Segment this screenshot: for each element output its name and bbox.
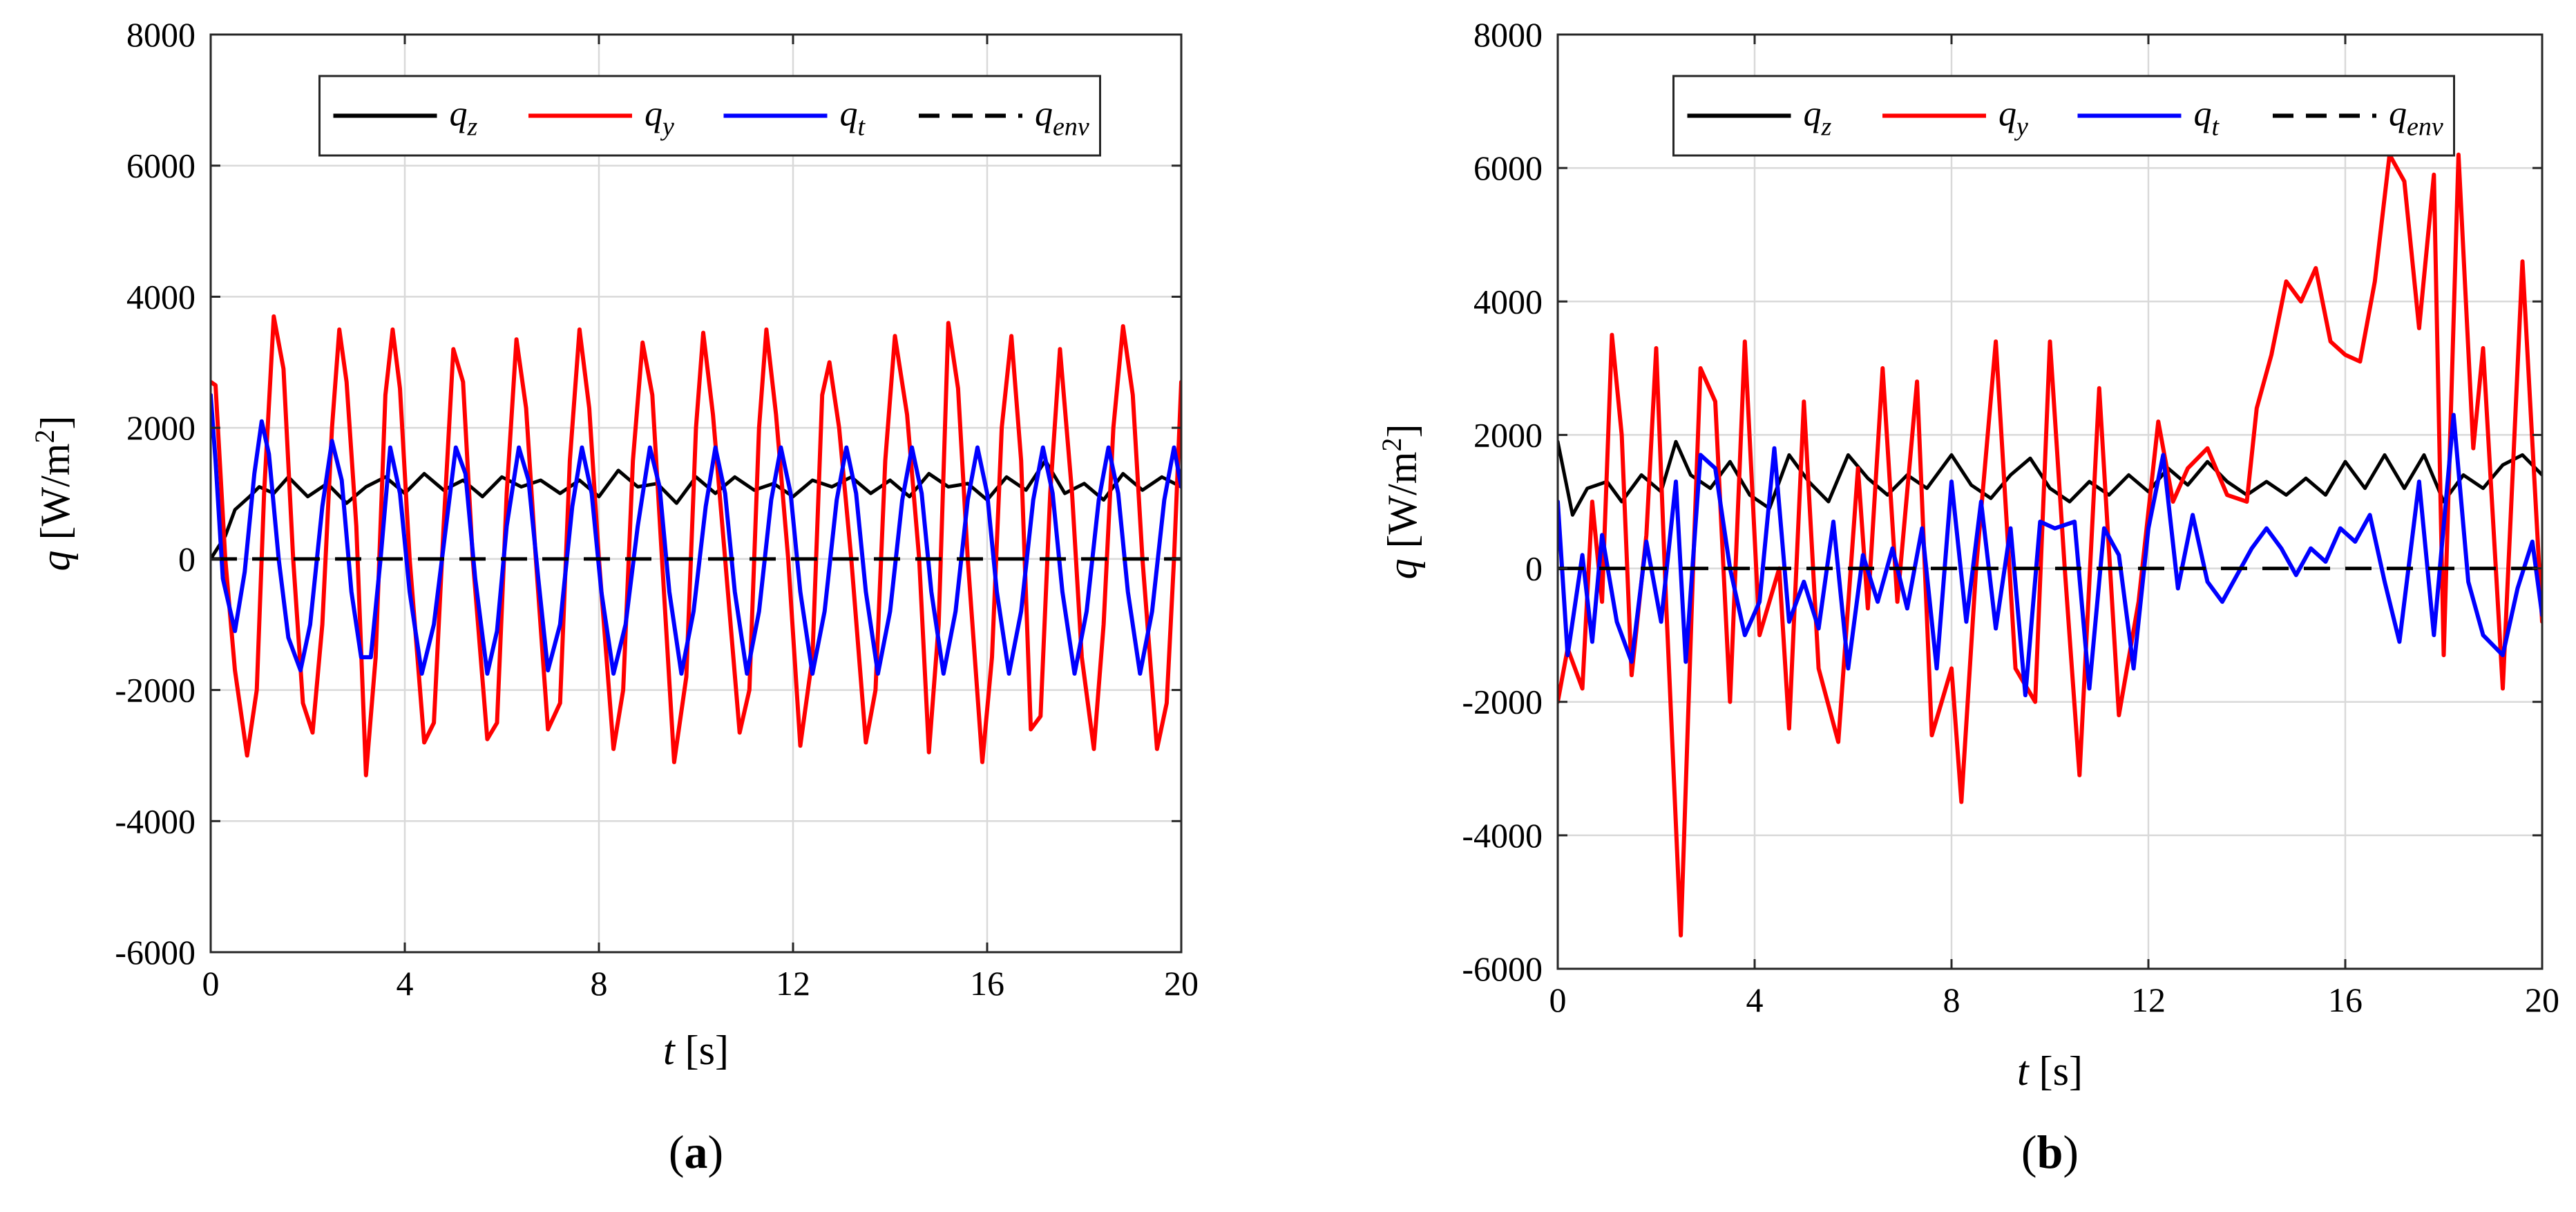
y-tick-label: -4000 <box>115 802 195 840</box>
y-tick-label: 4000 <box>1473 282 1543 321</box>
legend-label-base: q <box>1998 95 2016 134</box>
y-axis-symbol: q <box>32 550 78 571</box>
y-tick-label: -6000 <box>115 933 195 972</box>
series-line-qt <box>1558 413 2542 698</box>
y-tick-label: 8000 <box>1473 15 1543 54</box>
legend-label-t: qt <box>2194 95 2220 142</box>
legend-label-base: q <box>1804 95 1822 134</box>
plot-area <box>211 35 1181 952</box>
x-tick-label: 4 <box>397 964 414 1003</box>
legend-label-base: q <box>2194 95 2212 134</box>
legend-label-sub: z <box>467 113 478 142</box>
y-tick-label: 0 <box>1525 549 1543 588</box>
y-tick-label: 6000 <box>1473 149 1543 187</box>
series-line-qz <box>211 459 1181 561</box>
y-axis-label: q [W/m2] <box>1376 424 1425 580</box>
panel-label-letter: a <box>685 1126 708 1178</box>
x-axis-symbol: t <box>2017 1048 2030 1094</box>
y-axis-unit: [W/m <box>32 444 78 551</box>
legend-label-sub: t <box>2212 113 2220 142</box>
x-tick-label: 4 <box>1746 981 1764 1019</box>
legend-label-base: q <box>645 95 662 134</box>
legend-label-base: q <box>2389 95 2407 134</box>
series-line-qy <box>211 314 1181 777</box>
series-line-qt <box>211 392 1181 676</box>
plot-area <box>1558 35 2542 969</box>
x-axis-symbol: t <box>663 1028 676 1073</box>
y-tick-label: -2000 <box>1462 683 1543 721</box>
legend-label-base: q <box>840 95 858 134</box>
x-tick-label: 8 <box>1943 981 1960 1019</box>
legend: qz qy qt qenv <box>318 75 1101 157</box>
legend: qz qy qt qenv <box>1672 75 2455 157</box>
panel-label: (b) <box>2021 1126 2079 1178</box>
panel-label-letter: b <box>2037 1126 2063 1178</box>
y-tick-label: -6000 <box>1462 949 1543 988</box>
y-tick-label: 2000 <box>1473 415 1543 454</box>
legend-label-y: qy <box>645 95 674 142</box>
legend-label-sub: z <box>1821 113 1832 142</box>
x-axis-unit: [s] <box>2029 1048 2083 1094</box>
series-group <box>211 314 1181 777</box>
y-tick-label: -4000 <box>1462 816 1543 855</box>
series-line-qy <box>1558 152 2542 938</box>
chart-panel-b: 0 4 8 12 16 20 -6000 -4000 -2000 0 2000 4000 6000 800… <box>1376 15 2559 1178</box>
y-axis-unit-exponent: 2 <box>29 430 60 444</box>
legend-label-sub: env <box>1053 113 1089 142</box>
x-tick-label: 20 <box>1164 964 1199 1003</box>
legend-label-env: qenv <box>2389 95 2443 142</box>
legend-label-z: qz <box>450 95 478 142</box>
legend-label-sub: y <box>660 113 674 142</box>
y-axis-unit: [W/m <box>1380 452 1425 559</box>
x-tick-label: 8 <box>591 964 608 1003</box>
series-group <box>1558 152 2542 938</box>
legend-label-env: qenv <box>1035 95 1089 142</box>
y-tick-label: 6000 <box>126 146 195 185</box>
axes-box <box>209 33 1183 954</box>
legend-label-sub: env <box>2407 113 2443 142</box>
x-tick-label: 16 <box>2328 981 2363 1019</box>
y-tick-label: 2000 <box>126 408 195 447</box>
y-axis-unit-close: ] <box>32 416 78 430</box>
x-tick-label: 16 <box>970 964 1004 1003</box>
legend-label-y: qy <box>1998 95 2028 142</box>
panel-label-close: ) <box>708 1126 724 1178</box>
chart-panel-a: 0 4 8 12 16 20 -6000 -4000 -2000 0 2000 4000 6000 800… <box>29 15 1199 1178</box>
x-tick-label: 12 <box>776 964 810 1003</box>
y-tick-label: 4000 <box>126 277 195 316</box>
x-tick-label: 0 <box>202 964 220 1003</box>
panel-label-close: ) <box>2063 1126 2079 1178</box>
axes-box <box>1556 33 2544 970</box>
legend-label-sub: t <box>858 113 866 142</box>
y-tick-label: -2000 <box>115 671 195 710</box>
x-tick-label: 12 <box>2131 981 2166 1019</box>
y-tick-label: 8000 <box>126 15 195 54</box>
y-tick-label: 0 <box>178 540 195 578</box>
y-axis-label: q [W/m2] <box>29 416 78 571</box>
panel-label-open: ( <box>669 1126 685 1178</box>
legend-label-base: q <box>1035 95 1053 134</box>
x-axis-label: t [s] <box>663 1028 729 1073</box>
legend-label-base: q <box>450 95 468 134</box>
legend-label-z: qz <box>1804 95 1832 142</box>
panel-label: (a) <box>669 1126 723 1178</box>
y-axis-symbol: q <box>1380 558 1425 579</box>
x-tick-label: 20 <box>2525 981 2559 1019</box>
x-tick-label: 0 <box>1549 981 1567 1019</box>
panel-label-open: ( <box>2021 1126 2037 1178</box>
x-axis-label: t [s] <box>2017 1048 2083 1094</box>
legend-label-sub: y <box>2014 113 2028 142</box>
y-axis-unit-close: ] <box>1380 424 1425 438</box>
legend-label-t: qt <box>840 95 866 142</box>
y-axis-unit-exponent: 2 <box>1376 438 1407 452</box>
x-axis-unit: [s] <box>675 1028 729 1073</box>
